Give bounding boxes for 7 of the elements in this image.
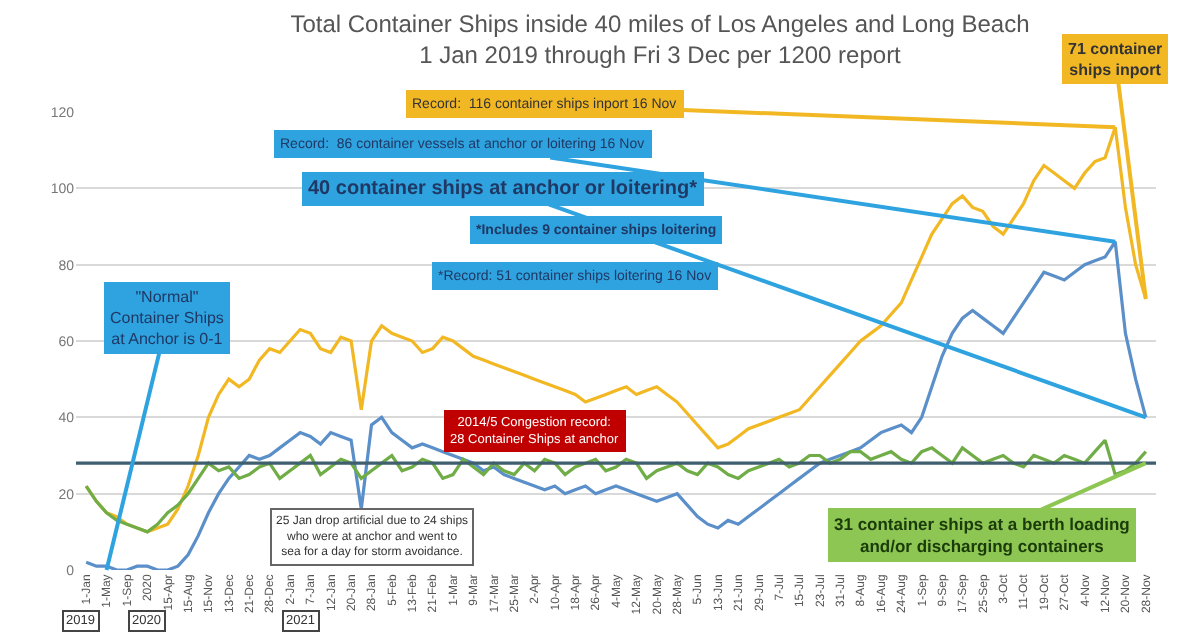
chart-subtitle: 1 Jan 2019 through Fri 3 Dec per 1200 report (419, 41, 903, 70)
annotation: "Normal" Container Ships at Anchor is 0-1 (110, 288, 224, 348)
annotation: 31 container ships at a berth loading and/or discharging containers (834, 514, 1130, 557)
annotation: 71 container ships inport (1068, 40, 1163, 79)
annotation: 40 container ships at anchor or loitering* (308, 178, 698, 200)
chart-title: Total Container Ships inside 40 miles of Los Angeles and Long Beach (290, 10, 1030, 39)
line-series (84, 240, 1148, 570)
